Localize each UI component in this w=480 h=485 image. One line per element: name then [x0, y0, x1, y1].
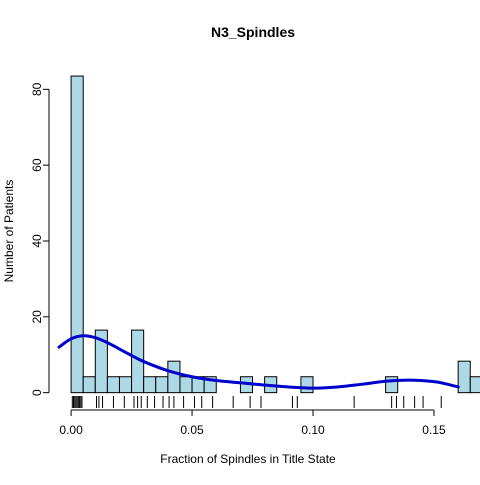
y-axis-label: Number of Patients	[2, 180, 16, 283]
x-axis: 0.00 0.05 0.10 0.15	[59, 409, 446, 437]
x-tick-label: 0.05	[180, 423, 204, 437]
bars-group	[70, 75, 480, 394]
y-tick-label: 80	[30, 82, 44, 96]
histogram-bar	[167, 360, 181, 394]
histogram-bar	[179, 376, 193, 394]
histogram-bar	[155, 376, 169, 394]
y-tick-label: 60	[30, 158, 44, 172]
histogram-bar	[106, 376, 120, 394]
x-axis-label: Fraction of Spindles in Title State	[160, 452, 336, 466]
histogram-bar	[118, 376, 133, 394]
rug-group	[71, 396, 442, 408]
histogram-bar	[94, 329, 108, 394]
y-tick-label: 40	[30, 234, 44, 248]
histogram-bar	[82, 376, 96, 394]
density-curve-group	[57, 334, 460, 390]
y-tick-label: 0	[30, 389, 44, 396]
histogram-bar	[143, 376, 157, 394]
histogram-bar	[300, 376, 314, 394]
x-tick-label: 0.15	[422, 423, 446, 437]
y-tick-label: 20	[30, 310, 44, 324]
y-axis: 0 20 40 60 80	[30, 82, 50, 396]
chart-title: N3_Spindles	[211, 24, 295, 40]
density-curve	[57, 334, 460, 390]
histogram-bar	[70, 75, 84, 394]
histogram-bar	[457, 360, 471, 394]
x-tick-label: 0.10	[301, 423, 325, 437]
x-tick-label: 0.00	[59, 423, 83, 437]
histogram-bar	[469, 376, 480, 394]
